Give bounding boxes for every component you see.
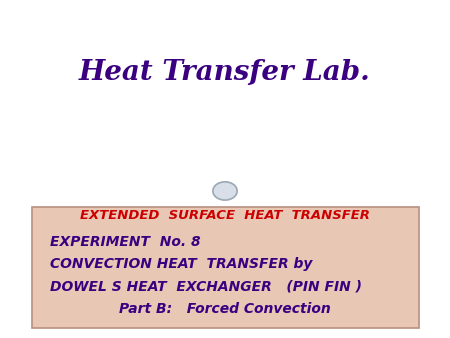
Text: EXTENDED  SURFACE  HEAT  TRANSFER: EXTENDED SURFACE HEAT TRANSFER xyxy=(80,210,370,222)
Text: DOWEL S HEAT  EXCHANGER   (PIN FIN ): DOWEL S HEAT EXCHANGER (PIN FIN ) xyxy=(50,280,361,293)
FancyBboxPatch shape xyxy=(32,207,419,328)
Text: Part B:   Forced Convection: Part B: Forced Convection xyxy=(119,301,331,316)
Text: EXPERIMENT  No. 8: EXPERIMENT No. 8 xyxy=(50,236,200,249)
Text: Heat Transfer Lab.: Heat Transfer Lab. xyxy=(79,59,371,86)
Text: CONVECTION HEAT  TRANSFER by: CONVECTION HEAT TRANSFER by xyxy=(50,258,312,271)
Circle shape xyxy=(213,182,237,200)
